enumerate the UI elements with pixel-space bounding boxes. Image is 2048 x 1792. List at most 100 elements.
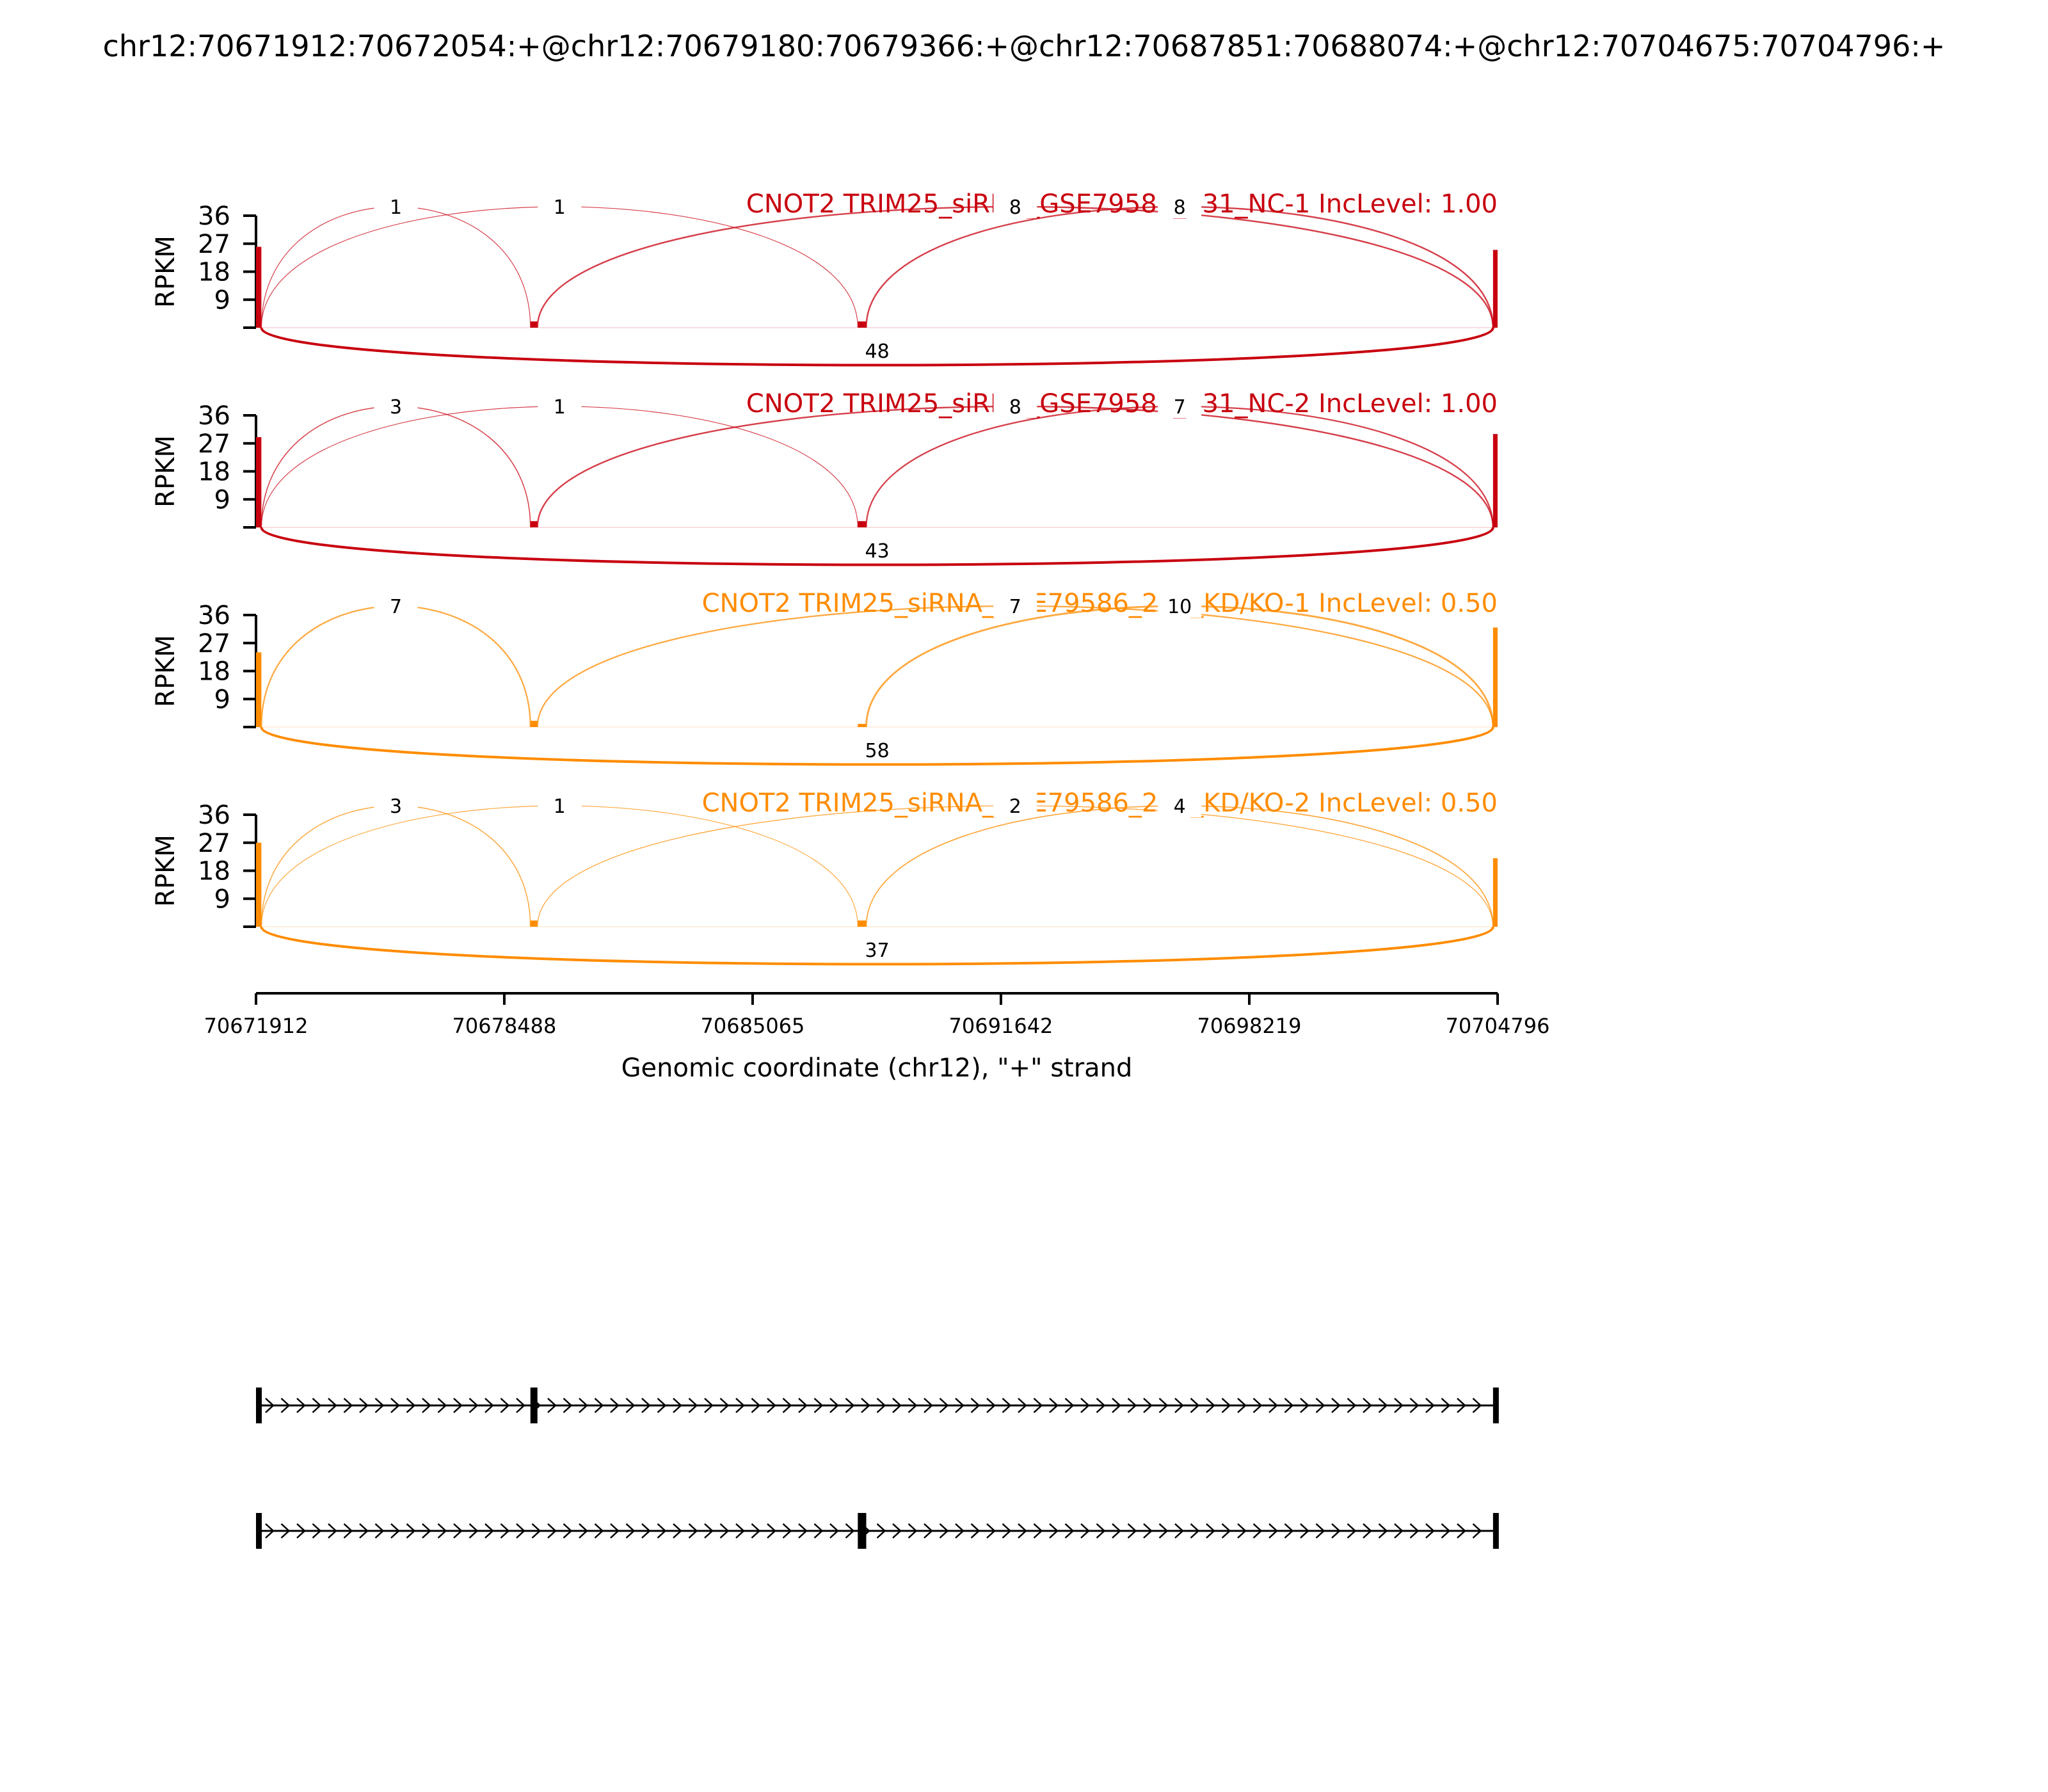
strand-chevron — [468, 1398, 479, 1413]
junction-count: 1 — [554, 196, 566, 219]
exon-coverage — [256, 246, 262, 328]
strand-chevron — [719, 1523, 730, 1539]
strand-chevron — [1284, 1523, 1294, 1539]
y-tick-label: 36 — [198, 202, 230, 231]
strand-chevron — [343, 1398, 353, 1413]
x-tick-label: 70685065 — [701, 1014, 805, 1038]
strand-chevron — [610, 1398, 620, 1413]
junction-count-bg — [855, 936, 899, 961]
strand-chevron — [1300, 1398, 1309, 1413]
isoform-exon — [1492, 1388, 1499, 1423]
strand-chevron — [1206, 1523, 1215, 1539]
sample-panel: CNOT2 TRIM25_siRNA_GSE79586_231_NC-2 Inc… — [151, 389, 1498, 566]
strand-chevron — [1190, 1398, 1200, 1413]
strand-chevron — [610, 1523, 620, 1539]
junction-count: 4 — [1174, 796, 1186, 818]
strand-chevron — [657, 1398, 667, 1413]
strand-chevron — [657, 1523, 667, 1539]
strand-chevron — [453, 1398, 463, 1413]
x-tick-label: 70671912 — [204, 1014, 308, 1038]
strand-chevron — [1033, 1523, 1043, 1539]
strand-chevron — [625, 1523, 636, 1539]
strand-chevron — [516, 1398, 525, 1413]
exon-coverage — [1492, 434, 1498, 527]
strand-chevron — [390, 1398, 400, 1413]
strand-chevron — [1237, 1398, 1247, 1413]
strand-chevron — [422, 1523, 431, 1539]
y-axis-label: RPKM — [151, 635, 180, 707]
exon-coverage — [256, 437, 262, 527]
strand-chevron — [1409, 1398, 1420, 1413]
strand-chevron — [782, 1523, 792, 1539]
junction-count-bg — [1158, 392, 1202, 418]
strand-chevron — [845, 1398, 855, 1413]
strand-chevron — [704, 1398, 714, 1413]
sample-title: CNOT2 TRIM25_siRNA_GSE79586_231_KD/KO-2 … — [702, 788, 1498, 818]
y-tick-label: 18 — [198, 258, 230, 287]
strand-chevron — [579, 1523, 588, 1539]
isoform-exon — [256, 1513, 262, 1549]
junction-count-bg — [374, 392, 418, 418]
y-tick-label: 18 — [198, 458, 230, 487]
exon-coverage — [530, 920, 538, 927]
strand-chevron — [594, 1398, 604, 1413]
junction-count-bg — [855, 337, 899, 362]
isoform-exon — [256, 1388, 262, 1423]
y-tick-label: 27 — [198, 230, 230, 259]
strand-chevron — [531, 1523, 541, 1539]
exon-coverage — [1492, 858, 1498, 927]
strand-chevron — [1378, 1398, 1388, 1413]
strand-chevron — [735, 1398, 745, 1413]
strand-chevron — [751, 1398, 761, 1413]
strand-chevron — [1206, 1398, 1215, 1413]
strand-chevron — [328, 1398, 337, 1413]
strand-chevron — [970, 1398, 980, 1413]
strand-chevron — [641, 1523, 651, 1539]
strand-chevron — [1425, 1523, 1435, 1539]
strand-chevron — [547, 1398, 557, 1413]
x-axis-label: Genomic coordinate (chr12), "+" strand — [621, 1053, 1133, 1083]
figure-title: chr12:70671912:70672054:+@chr12:70679180… — [103, 29, 1946, 63]
strand-chevron — [1268, 1398, 1278, 1413]
strand-chevron — [1096, 1398, 1106, 1413]
strand-chevron — [1221, 1398, 1231, 1413]
sample-panel: CNOT2 TRIM25_siRNA_GSE79586_231_KD/KO-1 … — [151, 589, 1498, 766]
isoform — [256, 1513, 1499, 1549]
strand-chevron — [1457, 1398, 1466, 1413]
strand-chevron — [516, 1523, 525, 1539]
strand-chevron — [767, 1523, 776, 1539]
junction-count: 8 — [1009, 396, 1021, 419]
junction-count-bg — [538, 792, 582, 817]
junction-arc — [865, 605, 1494, 728]
strand-chevron — [673, 1398, 682, 1413]
junction-arc — [865, 805, 1494, 927]
strand-chevron — [1127, 1523, 1137, 1539]
junction-count-bg — [855, 736, 899, 762]
strand-chevron — [563, 1523, 573, 1539]
strand-chevron — [1363, 1523, 1372, 1539]
strand-chevron — [296, 1398, 306, 1413]
junction-arc — [260, 926, 1494, 966]
strand-chevron — [563, 1398, 573, 1413]
strand-chevron — [625, 1398, 636, 1413]
y-tick-label: 9 — [214, 485, 230, 515]
junction-count: 1 — [554, 396, 566, 419]
junction-count: 7 — [390, 596, 402, 618]
junction-count: 7 — [1174, 396, 1186, 419]
junction-count: 7 — [1009, 596, 1021, 618]
junction-count-bg — [993, 792, 1037, 817]
strand-chevron — [641, 1398, 651, 1413]
junction-count-bg — [374, 792, 418, 817]
strand-chevron — [688, 1398, 698, 1413]
y-tick-label: 18 — [198, 857, 230, 886]
strand-chevron — [437, 1398, 447, 1413]
strand-chevron — [1409, 1523, 1420, 1539]
strand-chevron — [328, 1523, 337, 1539]
strand-chevron — [390, 1523, 400, 1539]
exon-coverage — [858, 724, 867, 727]
strand-chevron — [1268, 1523, 1278, 1539]
junction-count: 37 — [865, 940, 890, 962]
junction-arc — [537, 805, 1494, 927]
junction-count-bg — [993, 392, 1037, 418]
exon-coverage — [1492, 627, 1498, 727]
